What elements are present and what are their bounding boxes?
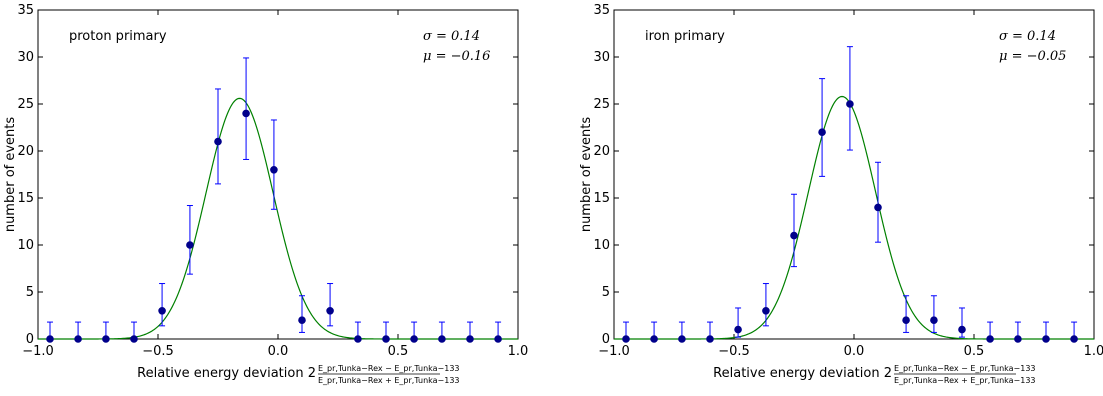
data-point [874, 203, 882, 212]
x-label-fraction-numerator: E_pr,Tunka−Rex − E_pr,Tunka−133 [318, 364, 460, 373]
data-point [650, 335, 658, 343]
x-label-fraction-numerator: E_pr,Tunka−Rex − E_pr,Tunka−133 [894, 364, 1036, 373]
mu-annotation: μ = −0.16 [423, 49, 490, 64]
x-tick-label: 0.0 [844, 344, 865, 359]
y-tick-label: 5 [602, 285, 610, 300]
y-tick-label: 35 [593, 3, 610, 18]
y-tick-label: 5 [26, 285, 34, 300]
data-point [706, 335, 714, 343]
x-tick-label: 1.0 [1084, 344, 1103, 359]
data-point [410, 335, 418, 343]
data-point [734, 325, 742, 334]
data-point [930, 316, 938, 325]
y-tick-label: 20 [593, 144, 610, 159]
data-point [902, 316, 910, 325]
gaussian-fit-curve [614, 95, 1094, 340]
data-point [622, 335, 630, 343]
x-tick-label: −0.5 [718, 344, 750, 359]
data-point [298, 316, 306, 325]
sigma-annotation: σ = 0.14 [423, 29, 480, 44]
data-point [986, 335, 994, 343]
data-point [326, 307, 334, 315]
primary-annotation: proton primary [69, 29, 167, 44]
data-point [130, 335, 138, 343]
y-tick-label: 10 [17, 238, 34, 253]
sigma-annotation: σ = 0.14 [999, 29, 1056, 44]
data-point [242, 109, 250, 118]
mu-annotation: μ = −0.05 [999, 49, 1066, 64]
data-point [466, 335, 474, 343]
data-point [494, 335, 502, 343]
x-tick-label: 0.5 [388, 344, 409, 359]
y-tick-label: 15 [17, 191, 34, 206]
x-axis-label: Relative energy deviation 2 [137, 366, 316, 381]
chart-panel-2: 0 5 10 15 20 25 30 35 −1.0 −0.5 0.0 0.5 1.0 number of… [579, 3, 1103, 385]
data-point [1070, 335, 1078, 343]
y-axis-label: number of events [3, 117, 18, 233]
data-point [1042, 335, 1050, 343]
x-tick-label: 0.5 [964, 344, 985, 359]
gaussian-fit-curve [38, 97, 518, 340]
data-point [762, 307, 770, 315]
y-tick-label: 25 [17, 97, 34, 112]
chart-panel-1: 0 5 10 15 20 25 30 35 −1.0 −0.5 0.0 0.5 1.0 number of… [3, 3, 528, 385]
y-tick-label: 30 [17, 50, 34, 65]
y-tick-label: 35 [17, 3, 34, 18]
x-tick-label: 1.0 [508, 344, 529, 359]
data-point [158, 307, 166, 315]
x-tick-label: −1.0 [598, 344, 630, 359]
y-tick-label: 25 [593, 97, 610, 112]
x-axis-label: Relative energy deviation 2 [713, 366, 892, 381]
y-tick-label: 0 [26, 332, 34, 347]
y-tick-label: 0 [602, 332, 610, 347]
data-point [354, 335, 362, 343]
data-point [1014, 335, 1022, 343]
x-tick-label: 0.0 [268, 344, 289, 359]
data-point [958, 325, 966, 334]
x-label-fraction-denominator: E_pr,Tunka−Rex + E_pr,Tunka−133 [318, 376, 460, 385]
y-tick-label: 20 [17, 144, 34, 159]
data-point [790, 231, 798, 240]
data-point [846, 100, 854, 108]
data-point [102, 335, 110, 343]
x-tick-label: −1.0 [22, 344, 54, 359]
y-tick-label: 10 [593, 238, 610, 253]
data-point [438, 335, 446, 343]
y-tick-label: 30 [593, 50, 610, 65]
data-point [818, 128, 826, 136]
data-point [270, 166, 278, 174]
primary-annotation: iron primary [645, 29, 725, 44]
y-axis-label: number of events [579, 117, 594, 233]
x-label-fraction-denominator: E_pr,Tunka−Rex + E_pr,Tunka−133 [894, 376, 1036, 385]
data-point [186, 241, 194, 249]
data-point [46, 335, 54, 343]
y-tick-label: 15 [593, 191, 610, 206]
data-point [678, 335, 686, 343]
data-point [214, 137, 222, 146]
x-tick-label: −0.5 [142, 344, 174, 359]
data-point [382, 335, 390, 343]
data-point [74, 335, 82, 343]
